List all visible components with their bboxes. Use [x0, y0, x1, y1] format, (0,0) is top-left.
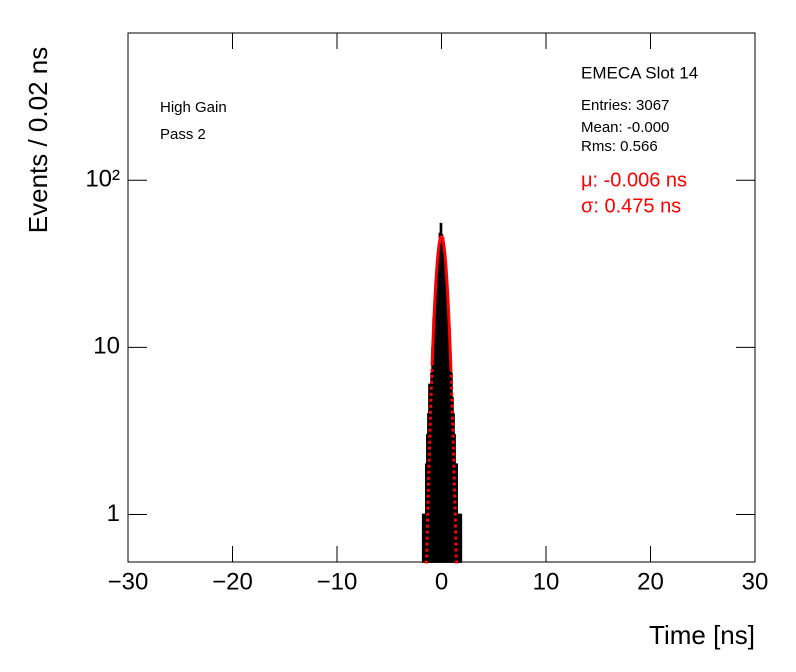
y-tick-label: 1 [107, 500, 120, 527]
y-tick-label: 10 [93, 333, 120, 360]
fit-curve-extrapolated [449, 368, 459, 564]
fit-sigma: σ: 0.475 ns [581, 195, 681, 217]
x-tick-label: 0 [435, 568, 448, 595]
stats-rms: Rms: 0.566 [581, 138, 658, 155]
fit-mean: μ: -0.006 ns [581, 169, 687, 191]
x-tick-label: −30 [108, 568, 149, 595]
annotation: High Gain [160, 99, 227, 116]
x-tick-label: 30 [742, 568, 769, 595]
x-tick-label: 20 [637, 568, 664, 595]
x-tick-label: −10 [317, 568, 358, 595]
x-tick-label: −20 [212, 568, 253, 595]
stats-mean: Mean: -0.000 [581, 119, 669, 136]
x-axis-label: Time [ns] [649, 620, 755, 650]
y-axis-label: Events / 0.02 ns [23, 47, 53, 233]
x-tick-label: 10 [533, 568, 560, 595]
y-tick-label: 10² [85, 166, 120, 193]
chart-title: EMECA Slot 14 [581, 63, 698, 82]
fit-curve [430, 234, 453, 369]
fit-curve-extrapolated [424, 365, 434, 564]
stats-entries: Entries: 3067 [581, 97, 669, 114]
histogram-bar [459, 513, 463, 563]
annotation: Pass 2 [160, 126, 206, 143]
